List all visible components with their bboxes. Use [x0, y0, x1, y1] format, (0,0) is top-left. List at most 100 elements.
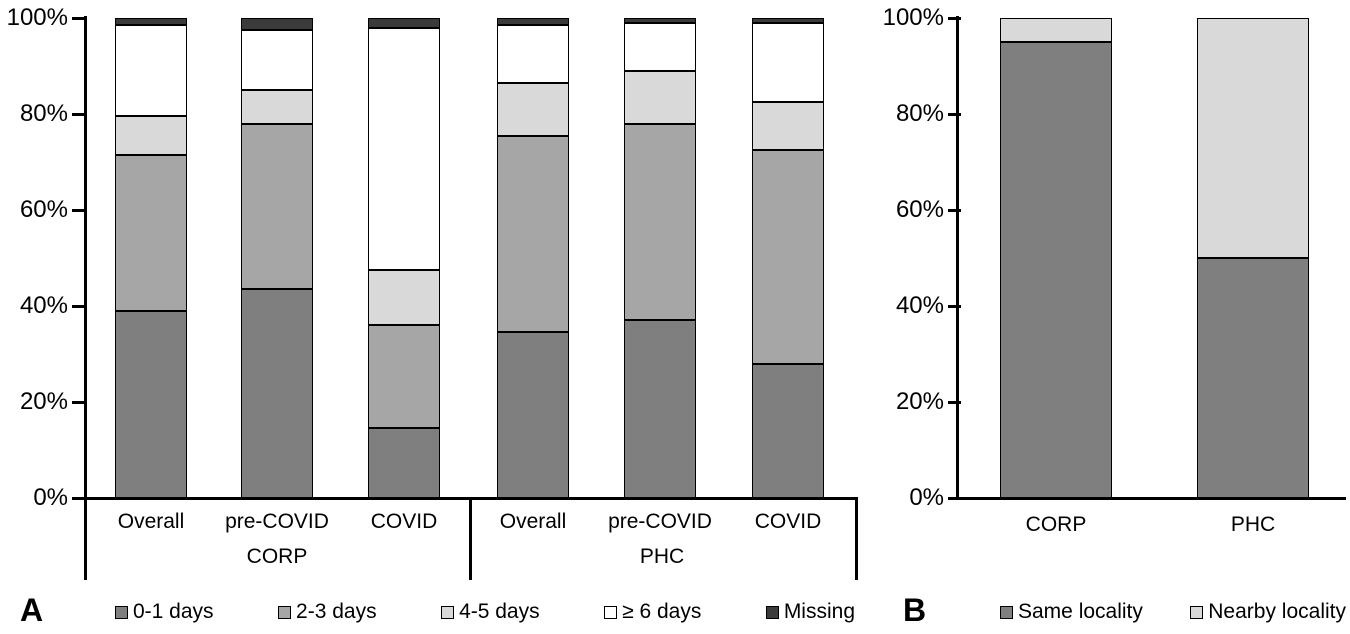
panel-a-legend: 0-1 days 2-3 days 4-5 days ≥ 6 days Missing: [115, 600, 855, 624]
y-tick-mark-20: [948, 400, 961, 404]
panel-a-legend-swatch-2-3-days: [278, 605, 292, 619]
panel-a-segment-2-3-days: [624, 123, 696, 321]
panel-a-bar-pre-covid-1: [241, 18, 313, 498]
panel-a-segment-0-1-days: [241, 289, 313, 498]
panel-a-segment-6-days: [241, 30, 313, 91]
panel-a-segment-6-days: [624, 22, 696, 71]
panel-a-segment-6-days: [115, 25, 187, 117]
panel-a-legend-label-missing: Missing: [783, 600, 855, 623]
y-tick-label-100: 100%: [882, 4, 944, 31]
y-tick-mark-40: [948, 304, 961, 308]
panel-b-segment-nearby-locality: [1000, 18, 1112, 42]
y-tick-mark-60: [948, 208, 961, 212]
panel-a-segment-4-5-days: [752, 102, 824, 151]
panel-a-segment-0-1-days: [115, 310, 187, 498]
panel-a-segment-6-days: [368, 27, 440, 271]
panel-a-x-axis-line: [84, 497, 858, 500]
panel-a-bracket-left: [84, 500, 87, 580]
panel-b-legend-swatch-nearby-locality: [1190, 605, 1204, 619]
panel-a-category-label-overall-3: Overall: [499, 510, 567, 533]
panel-a-segment-missing: [624, 18, 696, 23]
panel-b-legend-swatch-same-locality: [1000, 605, 1013, 619]
y-tick-mark-80: [948, 112, 961, 116]
panel-a-segment-missing: [752, 18, 824, 23]
panel-a-legend-item-missing: Missing: [765, 600, 855, 624]
y-tick-label-60: 60%: [19, 196, 68, 223]
panel-a-bar-overall-3: [497, 18, 569, 498]
y-tick-label-0: 0%: [33, 484, 68, 511]
y-tick-label-20: 20%: [19, 388, 68, 415]
panel-a-legend-label-0-1-days: 0-1 days: [133, 600, 214, 623]
panel-a-category-label-overall-0: Overall: [117, 510, 185, 533]
y-tick-mark-60: [72, 208, 85, 212]
panel-a-bracket-middle: [469, 500, 472, 580]
panel-a-segment-2-3-days: [497, 135, 569, 333]
panel-a-segment-0-1-days: [624, 320, 696, 498]
panel-a-legend-swatch-6-days: [604, 605, 618, 619]
panel-b-legend-item-same-locality: Same locality: [1000, 600, 1143, 624]
panel-a-segment-2-3-days: [115, 154, 187, 311]
panel-a-segment-2-3-days: [368, 325, 440, 429]
panel-a-segment-4-5-days: [497, 82, 569, 136]
panel-a-bar-overall-0: [115, 18, 187, 498]
y-tick-mark-0: [72, 496, 85, 500]
y-tick-label-40: 40%: [19, 292, 68, 319]
y-tick-label-100: 100%: [6, 4, 68, 31]
panel-a-segment-4-5-days: [368, 270, 440, 326]
panel-b-legend-label-nearby-locality: Nearby locality: [1208, 600, 1346, 623]
panel-b-y-axis-line: [956, 16, 959, 500]
panel-b-segment-nearby-locality: [1197, 18, 1309, 258]
panel-a-segment-0-1-days: [752, 363, 824, 498]
panel-a-letter: A: [20, 592, 44, 628]
y-tick-label-80: 80%: [895, 100, 944, 127]
panel-b-bar-phc-1: [1197, 18, 1309, 498]
panel-a-segment-2-3-days: [752, 150, 824, 364]
panel-b-segment-same-locality: [1197, 258, 1309, 498]
panel-a-legend-item-4-5-days: 4-5 days: [441, 600, 540, 624]
y-tick-label-60: 60%: [895, 196, 944, 223]
panel-b-legend-item-nearby-locality: Nearby locality: [1190, 600, 1346, 624]
y-tick-mark-0: [948, 496, 961, 500]
panel-a-group-label-phc: PHC: [639, 545, 685, 568]
panel-a-segment-missing: [115, 18, 187, 26]
panel-a-segment-4-5-days: [624, 70, 696, 124]
panel-a-bar-covid-5: [752, 18, 824, 498]
panel-a-category-label-covid-2: COVID: [370, 510, 438, 533]
panel-b-bar-corp-0: [1000, 18, 1112, 498]
panel-a-legend-label-4-5-days: 4-5 days: [459, 600, 540, 623]
panel-a-legend-item-0-1-days: 0-1 days: [115, 600, 214, 624]
y-tick-label-0: 0%: [909, 484, 944, 511]
panel-a-category-label-pre-covid-4: pre-COVID: [608, 510, 712, 533]
panel-a-segment-missing: [241, 18, 313, 31]
panel-a-segment-missing: [497, 18, 569, 26]
y-tick-mark-100: [72, 16, 85, 20]
panel-a-segment-4-5-days: [241, 90, 313, 124]
panel-a-legend-label-6-days: ≥ 6 days: [622, 600, 702, 623]
panel-a-segment-6-days: [497, 25, 569, 83]
panel-b-category-label-phc-1: PHC: [1230, 513, 1276, 536]
panel-a-legend-swatch-4-5-days: [441, 605, 455, 619]
panel-a-category-label-covid-5: COVID: [754, 510, 822, 533]
panel-a-segment-2-3-days: [241, 123, 313, 290]
panel-b-letter: B: [903, 592, 927, 628]
panel-a-legend-label-2-3-days: 2-3 days: [296, 600, 377, 623]
panel-b-x-axis-line: [956, 497, 1346, 500]
panel-a-y-axis-line: [84, 16, 87, 500]
panel-a-bar-covid-2: [368, 18, 440, 498]
panel-a-segment-0-1-days: [497, 332, 569, 498]
panel-a-bar-pre-covid-4: [624, 18, 696, 498]
panel-a-segment-4-5-days: [115, 116, 187, 155]
panel-a-bracket-right: [855, 500, 858, 580]
y-tick-mark-20: [72, 400, 85, 404]
panel-a-legend-item-6-days: ≥ 6 days: [604, 600, 701, 624]
panel-a-group-label-corp: CORP: [246, 545, 308, 568]
panel-b-legend: Same locality Nearby locality: [1000, 600, 1346, 624]
panel-a-segment-0-1-days: [368, 428, 440, 498]
panel-a-segment-missing: [368, 18, 440, 28]
y-tick-label-40: 40%: [895, 292, 944, 319]
y-tick-mark-40: [72, 304, 85, 308]
panel-b-legend-label-same-locality: Same locality: [1018, 600, 1143, 623]
panel-a-category-label-pre-covid-1: pre-COVID: [225, 510, 329, 533]
panel-a-legend-swatch-0-1-days: [115, 605, 128, 619]
